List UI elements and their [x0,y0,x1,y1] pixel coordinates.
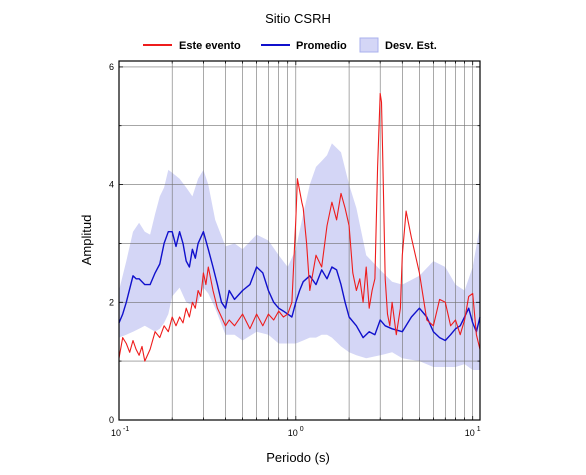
chart-title: Sitio CSRH [265,11,331,26]
x-tick-label-exponent: 0 [300,426,304,433]
legend-label-este-evento: Este evento [179,40,241,52]
x-tick-label: 10 [111,428,121,438]
legend-label-promedio: Promedio [296,40,347,52]
y-tick-label: 4 [109,180,114,190]
y-tick-label: 0 [109,415,114,425]
legend-swatch-desv-est [359,37,379,53]
series-line-promedio [118,230,481,342]
x-tick-label-exponent: -1 [123,426,129,433]
series-line-este-evento [118,92,481,362]
x-axis-label: Periodo (s) [266,450,330,465]
y-tick-label: 2 [109,297,114,307]
plot-frame [118,60,481,421]
y-tick-label: 6 [109,62,114,72]
x-tick-label: 10 [288,428,298,438]
x-tick-label: 10 [465,428,475,438]
legend-label-desv-est: Desv. Est. [385,40,437,52]
y-axis-label: Amplitud [79,215,94,266]
std-dev-band [119,143,480,370]
x-tick-label-exponent: 1 [477,426,481,433]
legend: Este evento Promedio Desv. Est. [143,37,437,53]
